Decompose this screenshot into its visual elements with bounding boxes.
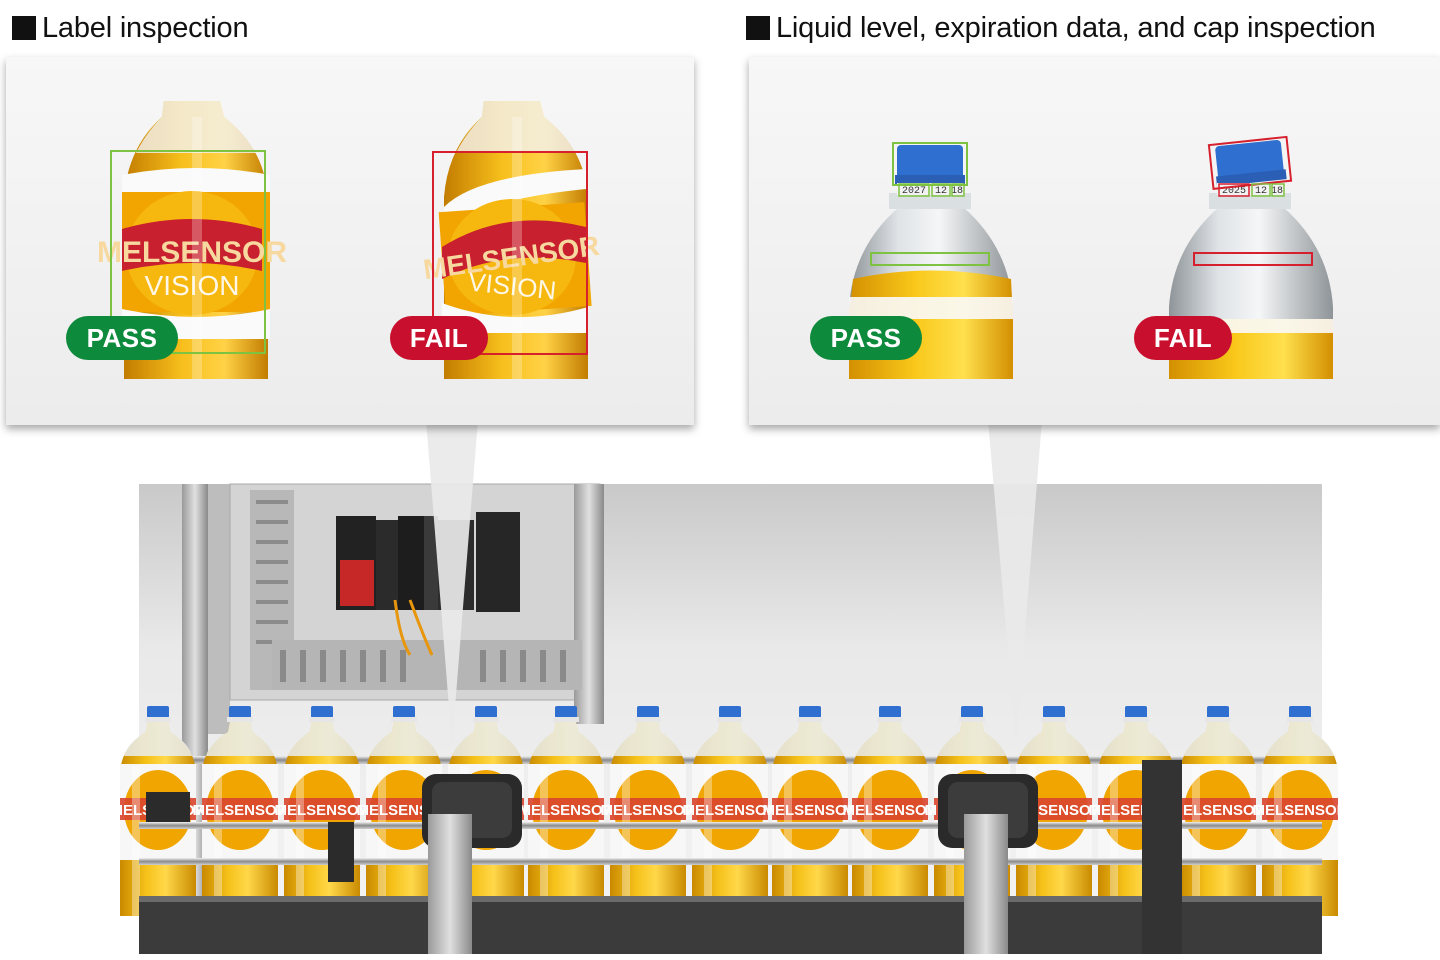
- label-pass-badge: PASS: [66, 316, 178, 360]
- cap-pass-badge: PASS: [810, 316, 922, 360]
- cap-pass-date-box-year: [898, 183, 930, 197]
- cap-fail-date-box-month: [1251, 183, 1271, 197]
- level-pass-detection-box: [870, 252, 990, 266]
- label-pass-bottle: MELSENSOR VISION: [97, 101, 287, 379]
- cap-pass-date-box-day: [951, 183, 965, 197]
- cap-fail-date-box-day: [1271, 183, 1285, 197]
- label-pass-brand: MELSENSOR: [97, 236, 287, 269]
- expiry-pass-month: 12: [935, 186, 947, 197]
- square-bullet-icon: [12, 16, 36, 40]
- expiry-fail-month: 12: [1255, 186, 1267, 197]
- expiry-fail-year: 2025: [1222, 186, 1246, 197]
- expiry-pass-day: 18: [951, 186, 963, 197]
- label-pass-sub: VISION: [145, 270, 240, 301]
- square-bullet-icon: [746, 16, 770, 40]
- cap-fail-badge: FAIL: [1134, 316, 1232, 360]
- cap-fail-bottle: 2025 12 18: [1169, 139, 1333, 379]
- vision-camera-left: [422, 774, 522, 954]
- expiry-fail-day: 18: [1271, 186, 1283, 197]
- vision-camera-right: [938, 774, 1038, 954]
- cap-pass-cap-box: [892, 142, 968, 186]
- label-inspection-panel: MELSENSOR VISION MELSENSOR VISION PASS F…: [6, 57, 694, 425]
- heading-label-inspection-text: Label inspection: [42, 11, 249, 44]
- cap-inspection-panel: 2027 12 18 2025 12 18 PASS: [749, 57, 1440, 425]
- level-fail-detection-box: [1193, 252, 1313, 266]
- heading-cap-inspection-text: Liquid level, expiration data, and cap i…: [776, 11, 1376, 44]
- label-fail-bottle: MELSENSOR VISION: [421, 101, 601, 379]
- label-pass-detection-box: [110, 150, 266, 354]
- expiry-pass-year: 2027: [902, 186, 926, 197]
- cap-fail-date-box-year: [1218, 183, 1250, 197]
- cap-pass-date-box-month: [931, 183, 951, 197]
- label-fail-badge: FAIL: [390, 316, 488, 360]
- heading-cap-inspection: Liquid level, expiration data, and cap i…: [746, 10, 1376, 46]
- heading-label-inspection: Label inspection: [12, 10, 249, 46]
- label-fail-detection-box: [432, 151, 588, 355]
